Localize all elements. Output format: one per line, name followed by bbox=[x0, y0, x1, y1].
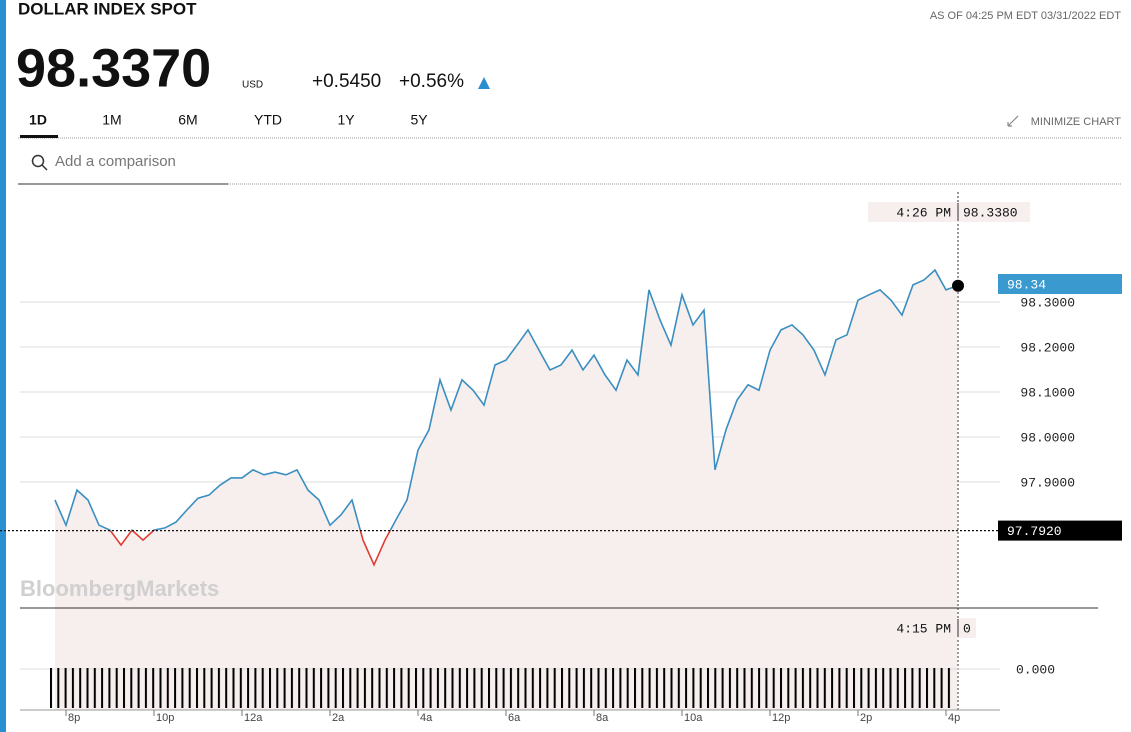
x-tick-label: 12a bbox=[244, 712, 263, 724]
volume-time: 4:15 PM bbox=[896, 621, 951, 636]
tab[interactable]: 1M bbox=[102, 112, 121, 128]
last-value-box bbox=[998, 274, 1122, 294]
volume-time-box bbox=[868, 618, 976, 638]
price-line bbox=[54, 268, 958, 531]
last-value-label: 98.34 bbox=[1007, 277, 1046, 292]
minimize-icon[interactable] bbox=[1007, 115, 1019, 127]
x-tick-label: 2p bbox=[860, 712, 872, 724]
x-tick-label: 8p bbox=[68, 712, 80, 724]
tab[interactable]: 1D bbox=[29, 112, 47, 128]
y-tick-label: 98.2000 bbox=[1020, 340, 1075, 355]
x-tick-label: 8a bbox=[596, 712, 609, 724]
x-tick-label: 4a bbox=[420, 712, 433, 724]
y-tick-label: 98.0000 bbox=[1020, 430, 1075, 445]
change-pct: +0.56% bbox=[399, 71, 464, 92]
active-tab-underline bbox=[20, 135, 58, 138]
previous-close-box bbox=[998, 520, 1122, 541]
area bbox=[55, 270, 957, 710]
search-icon-handle bbox=[41, 164, 48, 171]
x-tick-label: 6a bbox=[508, 712, 521, 724]
x-tick-label: 10p bbox=[156, 712, 174, 724]
tab[interactable]: 1Y bbox=[337, 112, 355, 128]
y-tick-label: 97.9000 bbox=[1020, 475, 1075, 490]
price: 98.3370 bbox=[16, 38, 211, 98]
crosshair-box bbox=[868, 202, 1030, 222]
comparison-input[interactable]: Add a comparison bbox=[55, 153, 176, 170]
minimize-chart[interactable]: MINIMIZE CHART bbox=[1031, 116, 1122, 128]
watermark: BloombergMarkets bbox=[20, 576, 219, 601]
tab[interactable]: 6M bbox=[178, 112, 197, 128]
y-tick-label: 98.3000 bbox=[1020, 295, 1075, 310]
left-accent bbox=[0, 0, 6, 732]
volume-tick-label: 0.000 bbox=[1016, 662, 1055, 677]
crosshair-value: 98.3380 bbox=[963, 205, 1018, 220]
up-arrow bbox=[478, 77, 490, 89]
plot: 97.9000 98.0000 98.1000 98.2000 98.3000 97.79… bbox=[0, 192, 1122, 710]
volume-bars bbox=[50, 668, 952, 708]
change: +0.5450 bbox=[312, 71, 381, 92]
tabs: 1D 1M 6M YTD 1Y 5Y bbox=[29, 112, 428, 128]
x-tick-label: 12p bbox=[772, 712, 790, 724]
title: DOLLAR INDEX SPOT bbox=[18, 0, 197, 18]
y-tick-label: 98.1000 bbox=[1020, 385, 1075, 400]
last-point bbox=[952, 279, 964, 292]
volume-value: 0 bbox=[963, 621, 971, 636]
x-tick-label: 4p bbox=[948, 712, 960, 724]
currency: USD bbox=[242, 80, 263, 91]
tab[interactable]: YTD bbox=[254, 112, 282, 128]
crosshair-time: 4:26 PM bbox=[896, 205, 951, 220]
previous-close-label: 97.7920 bbox=[1007, 524, 1062, 539]
x-tick-label: 2a bbox=[332, 712, 345, 724]
x-tick-label: 10a bbox=[684, 712, 703, 724]
search-icon bbox=[31, 154, 45, 168]
as-of: AS OF 04:25 PM EDT 03/31/2022 EDT bbox=[930, 10, 1121, 22]
tab[interactable]: 5Y bbox=[410, 112, 428, 128]
